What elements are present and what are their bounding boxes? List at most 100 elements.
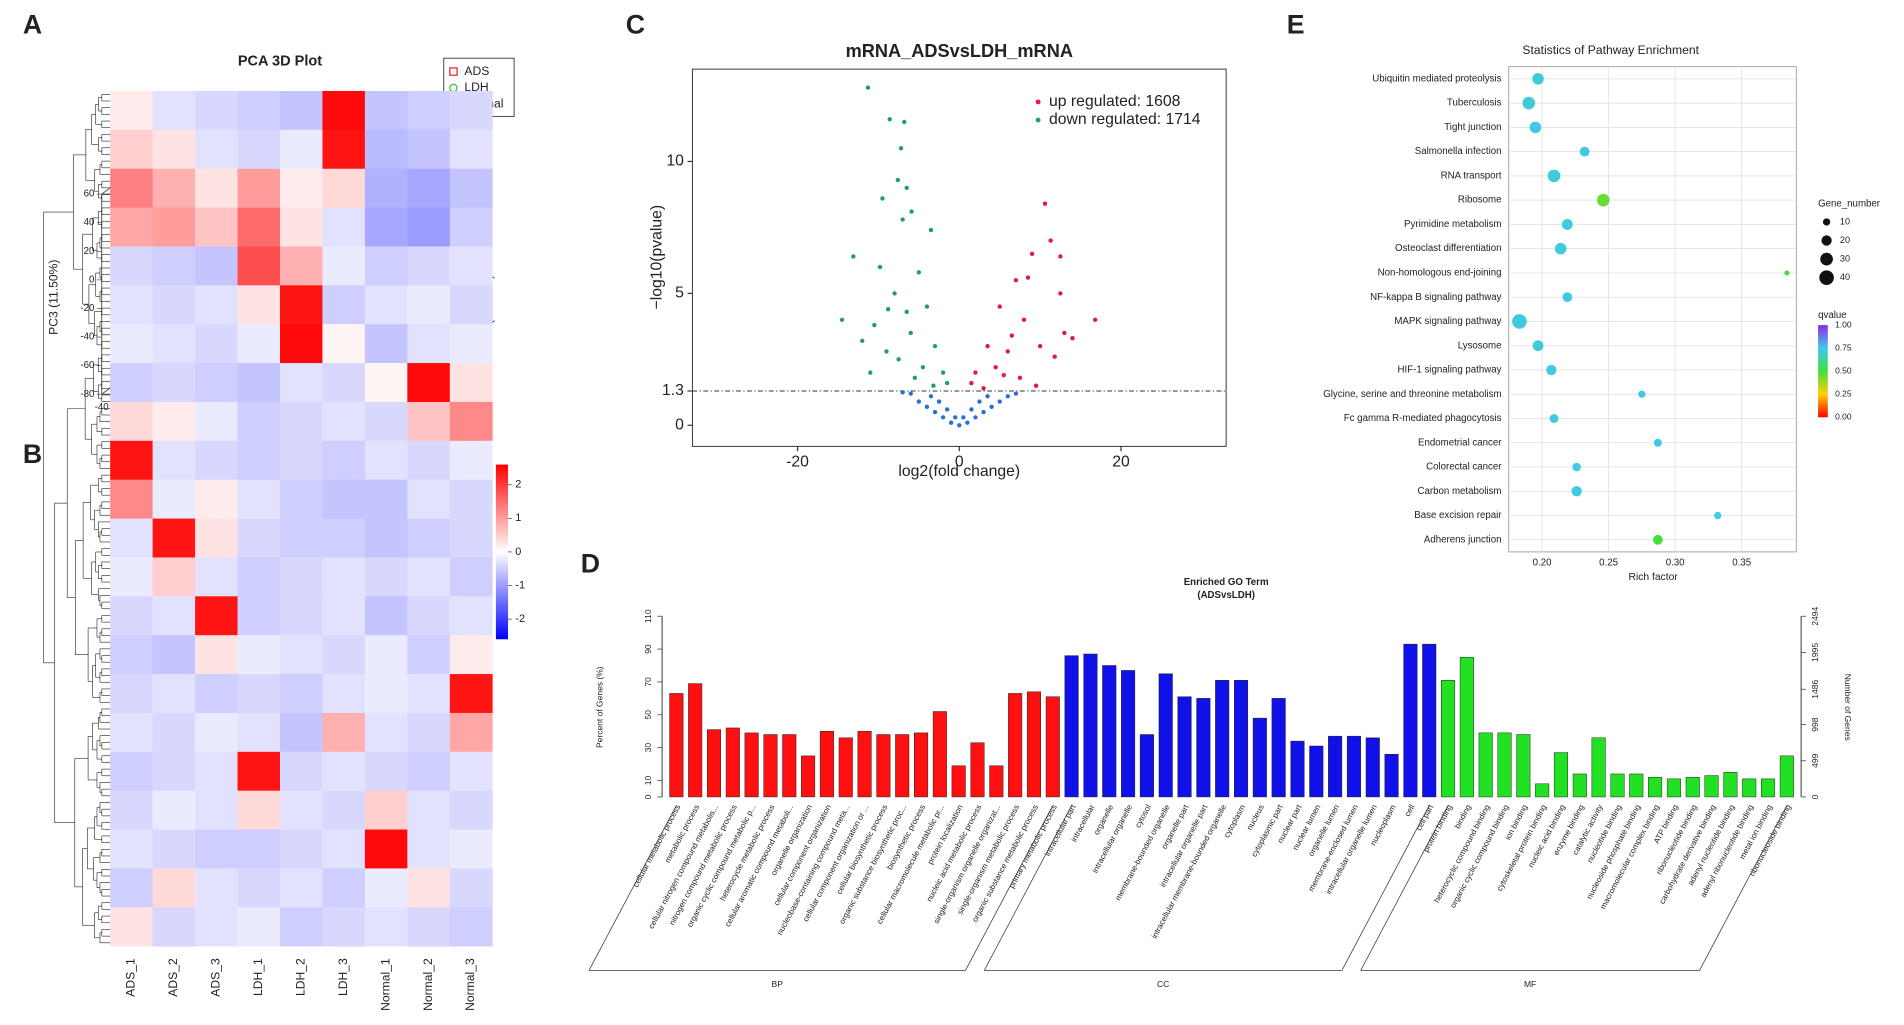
point [860,338,865,344]
bar [932,711,947,798]
y2-tick-label: 998 [1810,717,1820,731]
point [1017,375,1023,380]
heatmap-cell [279,479,323,519]
bar [1704,775,1719,798]
heatmap-cell [110,285,153,325]
heatmap-cell [152,324,196,364]
x-tick-label: 20 [1112,453,1130,470]
bubble [1529,121,1542,134]
heatmap-cell [152,712,196,753]
heatmap-cell [322,168,366,208]
bar [1365,737,1380,798]
heatmap-cell [110,829,153,869]
panel-letter: A [23,10,42,40]
colorbar [1818,325,1828,418]
heatmap-cell [237,907,281,947]
bar [669,693,684,798]
heatmap-cell [449,207,493,247]
heatmap-cell [407,712,451,753]
heatmap-cell [407,90,451,131]
point [924,304,930,309]
legend-marker [1035,99,1041,105]
heatmap-cell [110,90,153,131]
bar [1045,696,1060,798]
heatmap-cell [279,401,323,442]
bubble [1784,270,1790,276]
point [973,415,978,420]
heatmap-cell [407,596,451,636]
category-label: Tuberculosis [1447,98,1502,109]
heatmap-cell [110,674,153,714]
bar [801,755,816,798]
column-label: LDH_2 [293,958,307,996]
bar [1158,673,1173,798]
heatmap-cell [322,518,366,558]
point [1005,394,1010,399]
category-label: Colorectal cancer [1426,462,1502,473]
bubble [1512,314,1527,329]
heatmap-cell [364,324,408,364]
column-label: LDH_1 [251,958,265,996]
heatmap-cell [110,479,153,519]
category-label: Salmonella infection [1415,146,1502,157]
bar [706,729,722,798]
point [904,185,909,191]
y2-axis-label: Number of Genes [1843,674,1853,741]
y-tick-label: 0 [675,416,684,433]
point [1037,343,1043,349]
point [973,370,978,375]
bar [1271,698,1286,798]
point [1009,333,1015,338]
point [839,317,845,322]
bubble [1714,511,1722,520]
point [989,404,994,410]
z-tick-label: 20 [84,246,95,257]
heatmap-cell [237,557,281,597]
heatmap-cell [364,557,408,597]
heatmap-cell [195,401,238,442]
heatmap-cell [110,363,153,403]
heatmap-cell [279,790,323,830]
heatmap-cell [195,518,238,558]
bar [1497,732,1512,798]
point [896,357,901,362]
color-legend-title: qvalue [1818,310,1847,321]
bar [744,732,759,798]
point [944,380,950,386]
heatmap-cell [407,129,451,170]
point [916,270,922,275]
panel-letter: B [23,439,42,469]
group-bracket [588,805,677,971]
heatmap-cell [279,557,323,597]
point [1029,251,1035,256]
category-label: Endometrial cancer [1418,437,1502,448]
point [932,343,938,349]
heatmap-cell [237,518,281,558]
heatmap-cell [110,596,153,636]
point [924,404,930,410]
heatmap-cell [322,712,366,753]
point [940,415,946,420]
heatmap-cell [152,907,196,947]
y-tick-label: 1.3 [662,382,684,399]
panel-letter: D [581,548,600,578]
bubble [1638,390,1646,398]
category-label: NF-kappa B signaling pathway [1370,292,1502,303]
heatmap-cell [279,868,323,908]
heatmap-cell [449,674,493,714]
heatmap-cell [195,635,238,675]
bar [1591,737,1606,798]
bar [1761,778,1776,798]
heatmap-cell [364,868,408,908]
heatmap-cell [407,246,451,286]
legend-marker [449,83,458,93]
heatmap-cell [407,751,451,792]
group-bracket [965,805,1054,971]
legend-label: ADS [464,64,489,78]
point [985,343,990,349]
colorbar-tick-label: 0.25 [1835,388,1852,398]
heatmap-cell [195,479,238,519]
colorbar [495,464,509,640]
bar [1723,772,1738,798]
heatmap-cell [364,207,408,247]
